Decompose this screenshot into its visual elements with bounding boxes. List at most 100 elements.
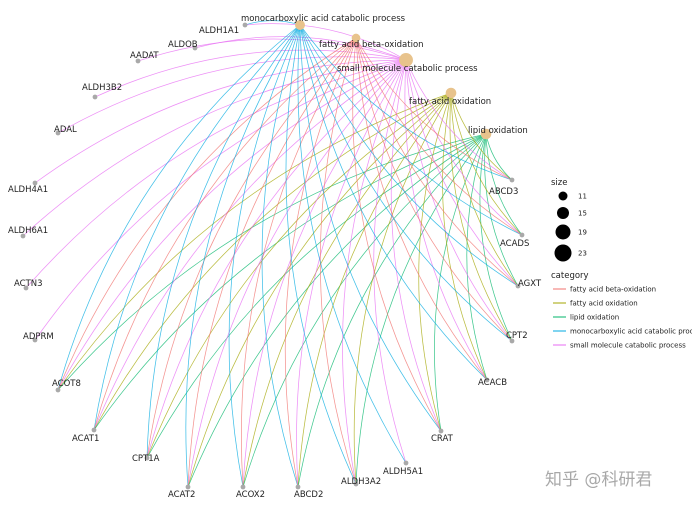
category-legend-label-lipid-oxidation: lipid oxidation — [570, 314, 619, 322]
size-legend-title: size — [551, 178, 567, 188]
edge-abcd2-monocarboxylic-acid-catabolic-process — [261, 24, 301, 488]
edge-acat1-fatty-acid-oxidation — [93, 92, 452, 431]
edge-aldh6a1-small-molecule-catabolic-process — [22, 59, 407, 237]
gene-label-cpt1a: CPT1A — [132, 454, 160, 464]
size-legend-dot-11 — [558, 191, 568, 201]
gene-node-cpt1a — [144, 455, 150, 461]
edge-cpt1a-fatty-acid-oxidation — [146, 92, 452, 459]
gene-label-crat: CRAT — [431, 434, 454, 444]
gene-node-cpt2 — [509, 338, 515, 344]
gene-node-acot8 — [55, 387, 61, 393]
edge-crat-lipid-oxidation — [434, 133, 487, 432]
gene-node-agxt — [515, 283, 521, 289]
edge-acox2-monocarboxylic-acid-catabolic-process — [228, 24, 301, 488]
edge-aldh5a1-small-molecule-catabolic-process — [373, 59, 407, 464]
gene-node-crat — [438, 428, 444, 434]
gene-node-aldh3a2 — [353, 481, 359, 487]
gene-label-aldh3b2: ALDH3B2 — [82, 83, 122, 93]
category-legend: fatty acid beta-oxidation fatty acid oxid… — [553, 286, 692, 350]
term-label-small-molecule-catabolic-process: small molecule catabolic process — [337, 64, 478, 74]
size-legend-dot-23 — [554, 244, 572, 262]
size-legend-label-15: 15 — [578, 210, 587, 218]
size-legend-label-19: 19 — [578, 229, 587, 237]
edge-agxt-fatty-acid-oxidation — [450, 92, 519, 287]
edge-acads-fatty-acid-beta-oxidation — [355, 37, 523, 236]
edge-acox2-fatty-acid-beta-oxidation — [241, 37, 357, 488]
edge-aldh3a2-fatty-acid-beta-oxidation — [319, 37, 357, 485]
edge-crat-monocarboxylic-acid-catabolic-process — [299, 24, 442, 432]
gene-label-aldh6a1: ALDH6A1 — [8, 226, 48, 236]
edge-aldh3a2-monocarboxylic-acid-catabolic-process — [285, 24, 357, 485]
gene-node-adprm — [32, 337, 38, 343]
gene-node-acat1 — [91, 427, 97, 433]
gene-label-actn3: ACTN3 — [14, 279, 43, 289]
gene-label-acat1: ACAT1 — [72, 434, 99, 444]
size-legend-dot-15 — [557, 207, 569, 219]
gene-label-abcd3: ABCD3 — [489, 187, 518, 197]
edge-adprm-small-molecule-catabolic-process — [34, 59, 407, 341]
gene-label-acot8: ACOT8 — [52, 379, 81, 389]
edge-acot8-fatty-acid-beta-oxidation — [57, 37, 357, 391]
edge-abcd3-monocarboxylic-acid-catabolic-process — [299, 24, 513, 181]
gene-label-aldh3a2: ALDH3A2 — [341, 477, 381, 487]
term-label-fatty-acid-oxidation: fatty acid oxidation — [409, 97, 491, 107]
gene-label-acads: ACADS — [500, 239, 529, 249]
category-legend-title: category — [551, 271, 589, 281]
gene-node-aldh6a1 — [20, 233, 26, 239]
gene-label-abcd2: ABCD2 — [294, 490, 323, 500]
gene-node-aldh4a1 — [32, 180, 38, 186]
edge-acat2-fatty-acid-beta-oxidation — [187, 37, 357, 488]
gene-node-aldob — [192, 45, 198, 51]
edge-acox2-small-molecule-catabolic-process — [242, 59, 407, 488]
edge-acat1-fatty-acid-beta-oxidation — [93, 37, 357, 431]
edge-abcd3-small-molecule-catabolic-process — [405, 59, 513, 181]
term-node-monocarboxylic-acid-catabolic-process — [295, 20, 305, 30]
gene-node-aldh3b2 — [92, 94, 98, 100]
gene-node-aadat — [135, 58, 141, 64]
edge-crat-small-molecule-catabolic-process — [390, 59, 442, 432]
edge-aldh3b2-small-molecule-catabolic-process — [94, 49, 407, 98]
gene-label-acat2: ACAT2 — [168, 490, 195, 500]
term-label-fatty-acid-beta-oxidation: fatty acid beta-oxidation — [319, 40, 424, 50]
edge-cpt2-monocarboxylic-acid-catabolic-process — [299, 24, 513, 342]
edge-acads-monocarboxylic-acid-catabolic-process — [299, 24, 523, 236]
edge-cpt1a-lipid-oxidation — [146, 133, 487, 459]
edge-acacb-lipid-oxidation — [466, 133, 488, 381]
edge-acacb-small-molecule-catabolic-process — [404, 59, 488, 381]
category-legend-label-small-molecule-catabolic-process: small molecule catabolic process — [570, 342, 686, 350]
term-node-fatty-acid-oxidation — [445, 87, 457, 99]
term-label-lipid-oxidation: lipid oxidation — [468, 126, 528, 136]
edge-layer — [22, 20, 523, 488]
gene-label-adprm: ADPRM — [23, 332, 54, 342]
edge-acads-lipid-oxidation — [485, 133, 523, 236]
edge-cpt2-fatty-acid-oxidation — [449, 92, 513, 342]
gene-label-acacb: ACACB — [478, 378, 507, 388]
gene-node-acacb — [484, 377, 490, 383]
gene-label-aldh1a1: ALDH1A1 — [199, 26, 239, 36]
edge-aadat-small-molecule-catabolic-process — [137, 38, 407, 62]
category-legend-label-fatty-acid-beta-oxidation: fatty acid beta-oxidation — [570, 286, 656, 294]
gene-node-abcd3 — [509, 177, 515, 183]
term-node-lipid-oxidation — [480, 128, 492, 140]
edge-agxt-lipid-oxidation — [484, 133, 519, 287]
term-node-fatty-acid-beta-oxidation — [351, 33, 361, 43]
edge-abcd2-small-molecule-catabolic-process — [296, 59, 407, 488]
edge-crat-fatty-acid-oxidation — [418, 92, 452, 432]
edge-aldh5a1-monocarboxylic-acid-catabolic-process — [297, 24, 407, 464]
edge-aldh1a1-small-molecule-catabolic-process — [244, 23, 407, 61]
edge-abcd3-lipid-oxidation — [485, 133, 513, 181]
gene-node-actn3 — [23, 285, 29, 291]
gene-label-aldob: ALDOB — [168, 40, 198, 50]
edge-acads-fatty-acid-oxidation — [450, 92, 523, 236]
edge-adal-small-molecule-catabolic-process — [57, 56, 407, 134]
edge-acacb-fatty-acid-oxidation — [442, 92, 488, 381]
edge-crat-fatty-acid-beta-oxidation — [352, 37, 442, 432]
term-label-monocarboxylic-acid-catabolic-process: monocarboxylic acid catabolic process — [241, 14, 406, 24]
edge-acat2-monocarboxylic-acid-catabolic-process — [185, 24, 301, 488]
edge-agxt-fatty-acid-beta-oxidation — [355, 37, 519, 287]
edge-acacb-monocarboxylic-acid-catabolic-process — [299, 24, 488, 381]
gene-node-acox2 — [240, 484, 246, 490]
term-node-layer: monocarboxylic acid catabolic process fat… — [241, 14, 528, 140]
